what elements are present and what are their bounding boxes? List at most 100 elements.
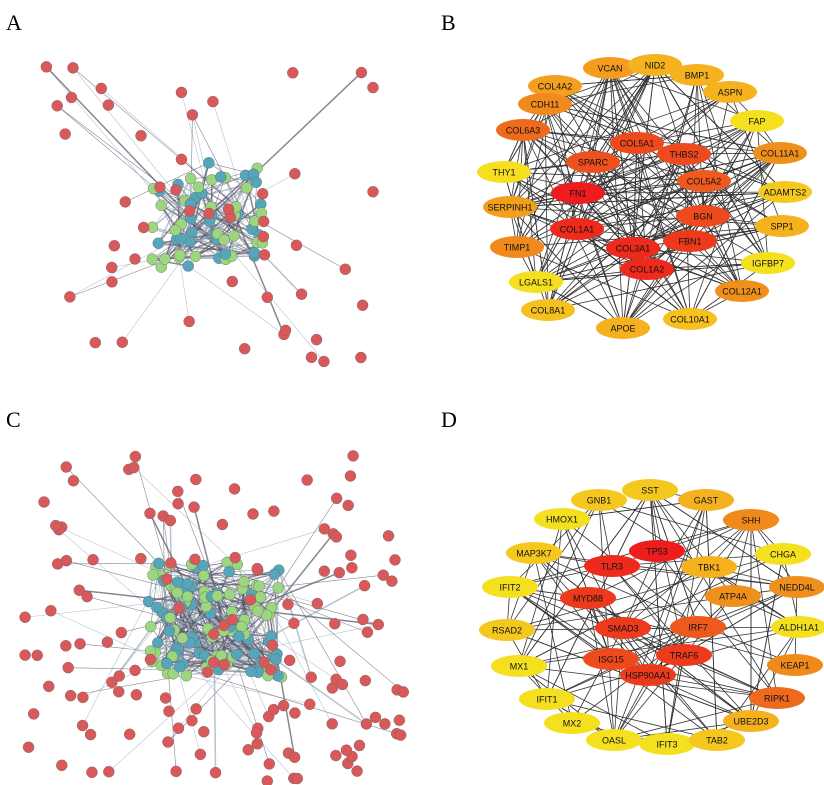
edge — [234, 214, 285, 335]
node — [151, 601, 163, 614]
node — [379, 718, 391, 730]
node — [705, 585, 761, 607]
node — [257, 230, 270, 243]
node-label: ALDH1A1 — [779, 622, 819, 632]
node — [288, 617, 300, 629]
node-label: BGN — [693, 211, 713, 221]
node — [256, 188, 269, 200]
node — [161, 573, 173, 585]
node — [610, 132, 664, 154]
node — [203, 157, 215, 169]
edge — [654, 64, 769, 264]
node — [19, 611, 31, 623]
edge — [278, 587, 404, 693]
node — [583, 57, 637, 79]
node — [386, 575, 398, 587]
edge — [622, 519, 752, 629]
node — [283, 654, 296, 667]
node — [172, 485, 184, 498]
node — [175, 233, 187, 245]
node-label: IFIT1 — [536, 694, 557, 704]
node — [252, 605, 264, 617]
edge — [196, 528, 325, 569]
edge — [503, 91, 731, 173]
node — [240, 182, 253, 194]
node-label: COL6A3 — [506, 125, 541, 135]
edge — [213, 661, 217, 773]
edge — [636, 142, 691, 320]
edge — [598, 499, 613, 567]
node — [51, 100, 63, 112]
node — [201, 666, 214, 678]
node — [318, 355, 330, 368]
edge — [544, 103, 578, 230]
node — [226, 275, 238, 288]
node — [291, 772, 304, 785]
edge — [518, 665, 668, 745]
node — [182, 590, 194, 603]
node — [189, 250, 202, 263]
node — [359, 674, 372, 687]
node — [208, 628, 220, 640]
edge — [518, 626, 699, 667]
edge — [178, 211, 232, 259]
node — [490, 236, 544, 258]
edge — [547, 247, 634, 311]
edge — [522, 129, 743, 292]
node — [154, 181, 166, 193]
node — [334, 655, 346, 668]
edge — [576, 142, 638, 230]
node-label: MX1 — [510, 661, 529, 671]
node — [108, 240, 121, 252]
node-label: COL1A2 — [630, 264, 665, 274]
node-label: COL11A1 — [761, 148, 800, 158]
node-label: LGALS1 — [519, 277, 553, 287]
node — [560, 587, 616, 609]
node — [749, 687, 805, 709]
node — [496, 119, 550, 141]
node — [152, 237, 164, 249]
node — [161, 657, 173, 670]
edge — [544, 103, 781, 154]
node — [258, 656, 270, 668]
node — [755, 215, 809, 237]
node — [186, 714, 198, 727]
node — [355, 351, 367, 364]
node-label: SST — [641, 485, 659, 495]
node-label: RSAD2 — [492, 625, 522, 635]
node-label: MX2 — [563, 718, 582, 728]
edge — [516, 225, 783, 248]
node-label: ATP4A — [719, 591, 747, 601]
edge — [622, 64, 656, 329]
node — [130, 689, 143, 701]
node — [678, 489, 734, 511]
edge — [184, 573, 275, 591]
edge — [535, 191, 786, 283]
edge — [86, 596, 167, 619]
edge — [546, 698, 718, 741]
node-label: SERPINH1 — [487, 202, 532, 212]
node — [333, 566, 345, 579]
node — [190, 473, 202, 486]
edge — [613, 499, 707, 741]
node — [703, 81, 757, 103]
node — [218, 233, 230, 246]
edge — [204, 569, 280, 656]
node — [340, 744, 353, 756]
node — [263, 758, 275, 770]
node-label: COL8A1 — [531, 305, 566, 315]
node — [173, 602, 185, 614]
edge — [547, 153, 685, 311]
node — [544, 712, 600, 734]
node-label: TIMP1 — [504, 242, 531, 252]
edge — [592, 67, 611, 163]
node — [144, 653, 157, 666]
node — [596, 317, 650, 339]
node-label: COL5A2 — [687, 176, 722, 186]
node — [129, 253, 141, 265]
node — [330, 531, 343, 543]
edge — [622, 240, 691, 329]
edge — [503, 171, 705, 182]
node — [258, 249, 271, 261]
